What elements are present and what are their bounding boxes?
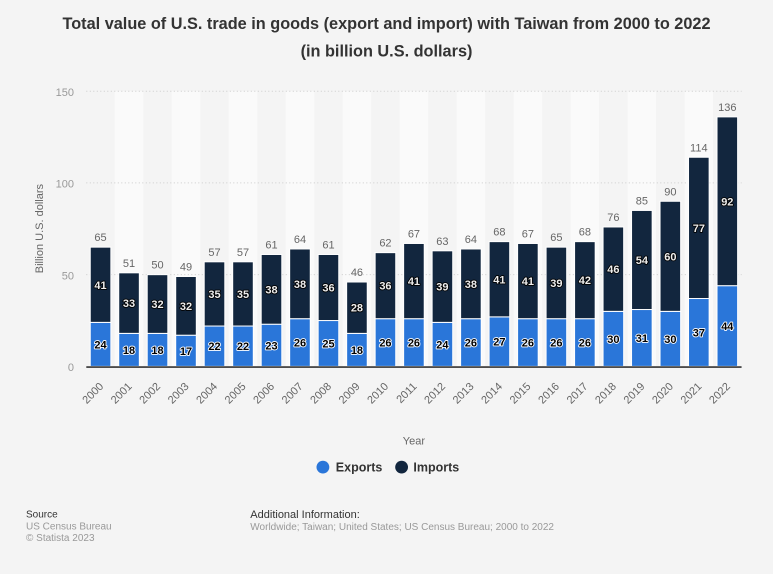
- svg-text:26: 26: [408, 338, 420, 350]
- svg-text:31: 31: [636, 333, 648, 345]
- svg-text:57: 57: [237, 247, 249, 259]
- svg-text:46: 46: [351, 267, 363, 279]
- svg-text:38: 38: [465, 279, 477, 291]
- svg-text:25: 25: [322, 338, 334, 350]
- svg-text:38: 38: [294, 279, 306, 291]
- svg-text:41: 41: [493, 274, 505, 286]
- svg-text:65: 65: [550, 232, 562, 244]
- svg-text:76: 76: [607, 212, 619, 224]
- svg-text:67: 67: [522, 228, 534, 240]
- svg-text:(in billion U.S. dollars): (in billion U.S. dollars): [301, 43, 473, 61]
- svg-text:35: 35: [237, 289, 249, 301]
- svg-text:150: 150: [56, 87, 74, 99]
- svg-text:Exports: Exports: [336, 461, 383, 475]
- svg-text:41: 41: [522, 276, 534, 288]
- svg-text:30: 30: [664, 334, 676, 346]
- svg-text:60: 60: [664, 251, 676, 263]
- svg-text:26: 26: [294, 338, 306, 350]
- svg-text:46: 46: [607, 264, 619, 276]
- svg-text:17: 17: [180, 346, 192, 358]
- svg-text:26: 26: [550, 338, 562, 350]
- svg-text:35: 35: [208, 289, 220, 301]
- svg-text:57: 57: [208, 247, 220, 259]
- svg-text:114: 114: [690, 142, 708, 154]
- svg-text:Worldwide; Taiwan; United Stat: Worldwide; Taiwan; United States; US Cen…: [250, 522, 554, 533]
- svg-text:50: 50: [151, 260, 163, 272]
- svg-text:Additional Information:: Additional Information:: [250, 509, 359, 521]
- svg-text:62: 62: [379, 238, 391, 250]
- svg-text:49: 49: [180, 262, 192, 274]
- svg-text:24: 24: [94, 339, 107, 351]
- svg-text:64: 64: [465, 234, 477, 246]
- svg-text:22: 22: [237, 341, 249, 353]
- svg-text:68: 68: [493, 227, 505, 239]
- svg-text:54: 54: [636, 255, 649, 267]
- svg-text:61: 61: [322, 239, 334, 251]
- svg-text:32: 32: [180, 301, 192, 313]
- svg-text:Total value of U.S. trade in g: Total value of U.S. trade in goods (expo…: [62, 15, 710, 33]
- svg-text:Source: Source: [26, 510, 58, 521]
- svg-text:68: 68: [579, 227, 591, 239]
- svg-text:26: 26: [579, 338, 591, 350]
- svg-text:41: 41: [408, 276, 420, 288]
- svg-text:61: 61: [265, 239, 277, 251]
- svg-text:50: 50: [62, 270, 74, 282]
- svg-text:38: 38: [265, 284, 277, 296]
- svg-text:24: 24: [436, 339, 449, 351]
- svg-text:27: 27: [493, 337, 505, 349]
- svg-text:92: 92: [721, 196, 733, 208]
- svg-text:28: 28: [351, 303, 363, 315]
- svg-text:36: 36: [322, 283, 334, 295]
- svg-text:22: 22: [208, 341, 220, 353]
- svg-text:Imports: Imports: [413, 461, 459, 475]
- svg-text:51: 51: [123, 258, 135, 270]
- svg-text:18: 18: [123, 345, 135, 357]
- svg-text:23: 23: [265, 340, 277, 352]
- svg-text:67: 67: [408, 228, 420, 240]
- svg-text:77: 77: [693, 223, 705, 235]
- svg-text:63: 63: [436, 236, 448, 248]
- svg-text:39: 39: [436, 282, 448, 294]
- svg-text:41: 41: [94, 280, 106, 292]
- svg-text:64: 64: [294, 234, 306, 246]
- svg-text:Billion U.S. dollars: Billion U.S. dollars: [34, 183, 46, 273]
- svg-text:33: 33: [123, 298, 135, 310]
- svg-text:90: 90: [664, 186, 676, 198]
- svg-text:18: 18: [351, 345, 363, 357]
- svg-text:39: 39: [550, 278, 562, 290]
- svg-text:36: 36: [379, 281, 391, 293]
- svg-text:30: 30: [607, 334, 619, 346]
- svg-text:65: 65: [94, 232, 106, 244]
- svg-text:26: 26: [379, 338, 391, 350]
- svg-text:44: 44: [721, 321, 734, 333]
- svg-text:18: 18: [151, 345, 163, 357]
- svg-text:© Statista 2023: © Statista 2023: [26, 533, 95, 544]
- svg-text:US Census Bureau: US Census Bureau: [26, 521, 112, 532]
- svg-text:Year: Year: [403, 436, 426, 448]
- svg-text:0: 0: [68, 362, 74, 374]
- svg-text:32: 32: [151, 299, 163, 311]
- svg-text:26: 26: [522, 338, 534, 350]
- svg-text:42: 42: [579, 275, 591, 287]
- svg-text:136: 136: [718, 102, 736, 114]
- svg-text:100: 100: [56, 179, 74, 191]
- svg-text:37: 37: [693, 327, 705, 339]
- svg-text:26: 26: [465, 338, 477, 350]
- svg-text:85: 85: [636, 195, 648, 207]
